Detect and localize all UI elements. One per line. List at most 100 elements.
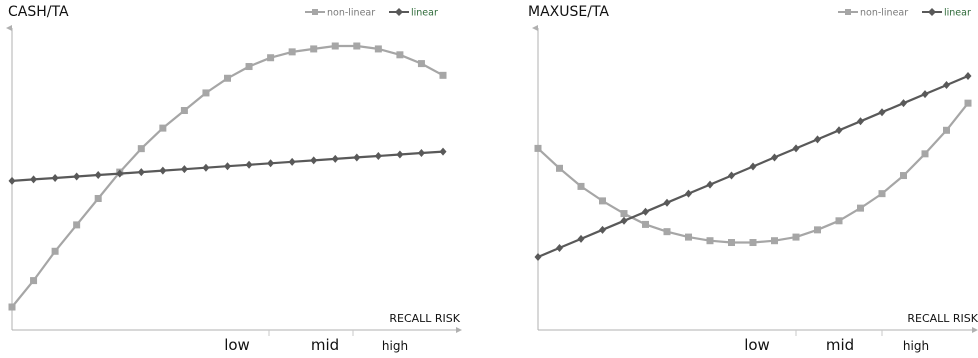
data-point xyxy=(331,154,339,163)
data-point xyxy=(900,99,907,108)
data-point xyxy=(771,237,778,245)
data-point xyxy=(159,166,167,175)
data-point xyxy=(771,153,778,162)
data-point xyxy=(663,198,671,207)
data-point xyxy=(577,234,585,243)
data-point xyxy=(857,204,864,212)
data-point xyxy=(857,117,864,126)
data-point xyxy=(792,233,800,241)
maxuse-ta-panel: MAXUSE/TA RECALL RISK low mid high non-linear… xyxy=(528,4,978,354)
x-axis-label: RECALL RISK xyxy=(389,312,460,325)
cash-ta-panel: CASH/TA RECALL RISK low mid high non-linear li… xyxy=(6,4,462,354)
data-point xyxy=(534,253,542,261)
data-point xyxy=(353,42,361,50)
x-tick-label: high xyxy=(903,339,929,353)
data-point xyxy=(267,54,275,62)
data-point xyxy=(642,207,649,216)
chart-title: CASH/TA xyxy=(8,4,69,20)
data-point xyxy=(331,42,339,50)
data-point xyxy=(51,247,59,255)
data-point xyxy=(417,60,425,68)
legend-item: linear xyxy=(389,8,438,19)
legend-marker xyxy=(312,9,318,15)
data-point xyxy=(439,71,447,79)
x-tick-label: low xyxy=(224,336,250,354)
data-point xyxy=(706,237,714,245)
legend-label: linear xyxy=(944,8,971,19)
data-point xyxy=(878,190,886,198)
data-point xyxy=(620,216,628,225)
data-point xyxy=(878,108,886,117)
data-point xyxy=(577,182,585,190)
data-point xyxy=(556,164,563,172)
legend-marker xyxy=(395,8,403,16)
data-point xyxy=(814,226,821,234)
data-point xyxy=(706,180,714,189)
data-point xyxy=(224,74,231,82)
data-point xyxy=(921,90,929,99)
data-point xyxy=(534,144,542,152)
x-tick-label: mid xyxy=(826,336,854,354)
legend-item: non-linear xyxy=(838,8,908,19)
data-point xyxy=(245,63,253,71)
data-point xyxy=(439,147,447,156)
x-tick-label: high xyxy=(382,339,408,353)
series-non-linear xyxy=(8,42,447,311)
data-point xyxy=(943,81,950,90)
data-point xyxy=(814,135,821,144)
data-point xyxy=(835,217,843,225)
data-point xyxy=(224,162,231,171)
data-point xyxy=(288,157,296,166)
data-point xyxy=(8,303,16,311)
data-point xyxy=(137,168,145,177)
data-point xyxy=(599,225,606,234)
data-point xyxy=(310,45,318,53)
series-linear xyxy=(8,147,447,185)
legend-marker xyxy=(928,8,936,16)
data-point xyxy=(30,277,38,285)
data-point xyxy=(30,175,38,184)
data-point xyxy=(396,51,404,59)
data-point xyxy=(921,150,929,158)
data-point xyxy=(599,197,606,205)
data-point xyxy=(267,159,275,168)
data-point xyxy=(137,145,145,153)
data-point xyxy=(245,160,253,169)
data-point xyxy=(900,172,907,180)
x-tick-label: mid xyxy=(311,336,339,354)
legend-item: non-linear xyxy=(305,8,375,19)
data-point xyxy=(353,153,361,162)
data-point xyxy=(310,156,318,165)
legend-item: linear xyxy=(922,8,971,19)
legend-label: non-linear xyxy=(327,8,375,19)
data-point xyxy=(964,72,972,80)
data-point xyxy=(642,220,649,228)
chart-title: MAXUSE/TA xyxy=(528,4,609,20)
legend-label: linear xyxy=(411,8,438,19)
data-point xyxy=(943,126,950,134)
data-point xyxy=(685,233,692,241)
data-point xyxy=(964,99,972,107)
data-point xyxy=(73,172,81,181)
data-point xyxy=(620,210,628,218)
series-linear xyxy=(534,72,972,261)
data-point xyxy=(202,89,210,97)
data-point xyxy=(374,151,382,160)
data-point xyxy=(94,171,102,180)
x-axis-label: RECALL RISK xyxy=(907,312,978,325)
data-point xyxy=(374,45,382,53)
legend-label: non-linear xyxy=(860,8,908,19)
data-point xyxy=(8,176,16,185)
x-tick-label: low xyxy=(744,336,770,354)
data-point xyxy=(556,243,563,252)
series-non-linear xyxy=(534,99,972,247)
data-point xyxy=(728,239,735,247)
data-point xyxy=(792,144,800,153)
data-point xyxy=(728,171,735,180)
data-point xyxy=(835,126,843,135)
data-point xyxy=(180,165,188,174)
data-point xyxy=(663,228,671,236)
data-point xyxy=(116,169,124,178)
data-point xyxy=(685,189,692,198)
